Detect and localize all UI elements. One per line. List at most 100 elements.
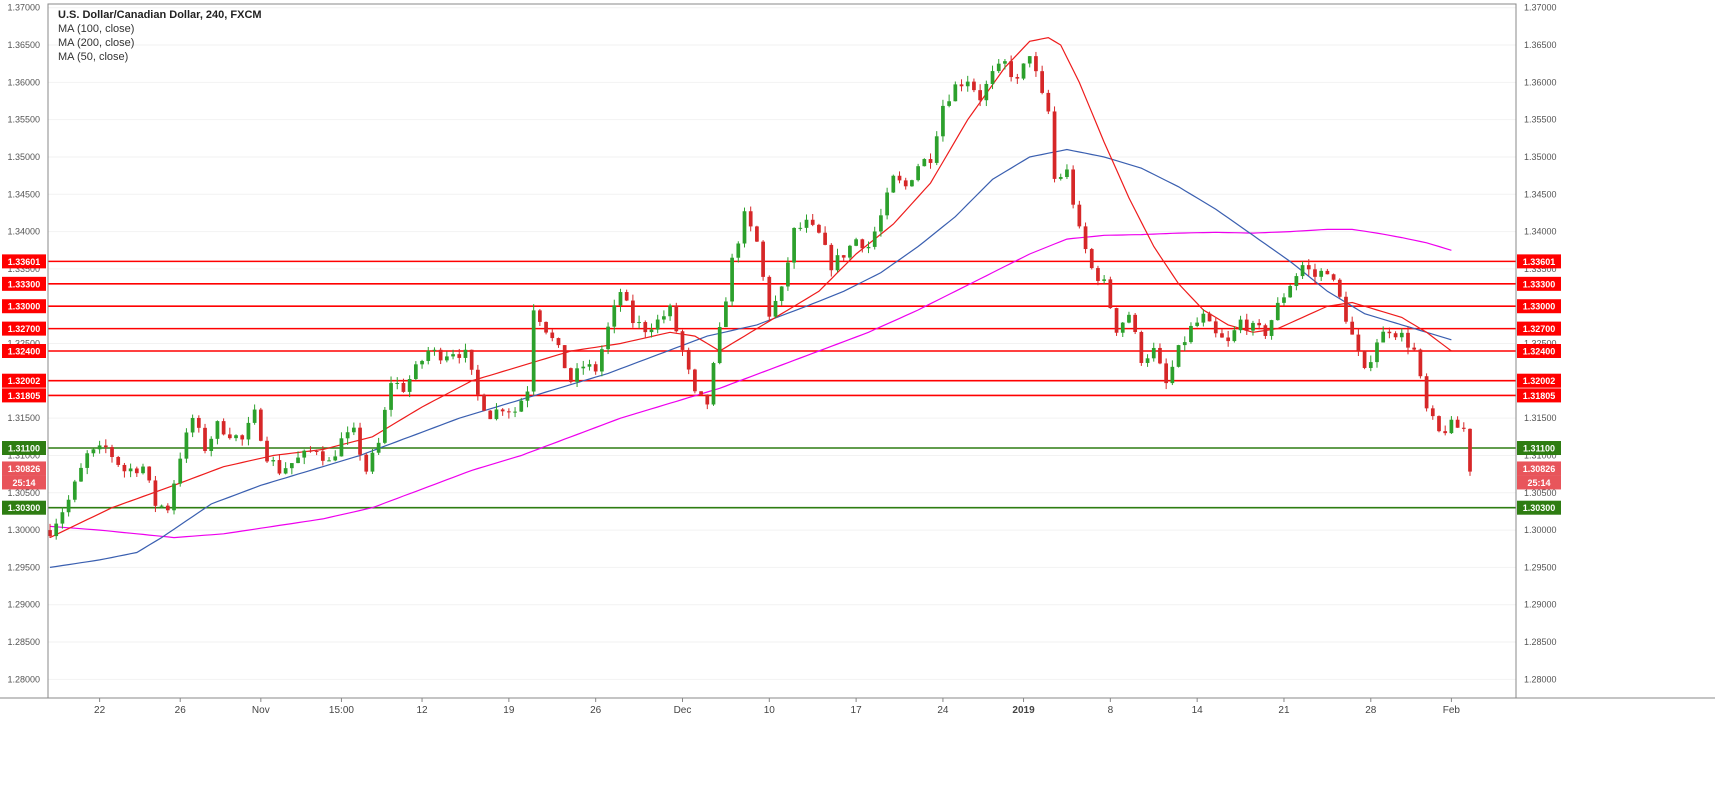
level-label-left-text: 1.30300 bbox=[8, 503, 41, 513]
candle-body bbox=[1102, 279, 1107, 281]
candle-body bbox=[1468, 428, 1472, 472]
candle-body bbox=[953, 84, 958, 102]
level-label-left: 1.33601 bbox=[2, 254, 46, 269]
candle-body bbox=[1226, 337, 1231, 342]
x-tick-label: 8 bbox=[1108, 705, 1114, 716]
candle-body bbox=[1275, 302, 1280, 321]
candles bbox=[48, 51, 1472, 540]
candle-body bbox=[1145, 358, 1150, 363]
candle-body bbox=[1158, 347, 1162, 364]
y-tick-label-left: 1.28500 bbox=[7, 637, 40, 647]
candle-body bbox=[972, 81, 976, 91]
candle-body bbox=[934, 136, 939, 163]
candle-body bbox=[680, 331, 685, 350]
chart-legend: U.S. Dollar/Canadian Dollar, 240, FXCM M… bbox=[58, 8, 262, 64]
candle-body bbox=[829, 244, 834, 271]
level-label-left-text: 1.33601 bbox=[8, 257, 41, 267]
candle-body bbox=[736, 243, 741, 258]
level-label-left-bg bbox=[2, 321, 46, 336]
candle-body bbox=[817, 224, 821, 233]
candle-body bbox=[1164, 363, 1169, 384]
candle-body bbox=[302, 450, 307, 458]
level-label-left-text: 1.31100 bbox=[8, 444, 40, 454]
candle-body bbox=[618, 292, 623, 306]
candle-body bbox=[1003, 61, 1007, 64]
x-tick-label: Feb bbox=[1443, 705, 1461, 716]
candle-body bbox=[283, 468, 288, 474]
candle-body bbox=[717, 327, 722, 364]
level-label-left-text: 1.32002 bbox=[8, 376, 41, 386]
candle-body bbox=[97, 445, 102, 450]
legend-ma-200: MA (200, close) bbox=[58, 37, 135, 49]
candle-body bbox=[382, 409, 387, 443]
y-tick-label-left: 1.37000 bbox=[7, 3, 40, 13]
candle-body bbox=[463, 349, 468, 358]
y-tick-label-left: 1.29500 bbox=[7, 562, 40, 572]
level-label-left: 1.32400 bbox=[2, 344, 46, 358]
candle-body bbox=[1238, 319, 1243, 331]
y-tick-label-right: 1.28000 bbox=[1524, 674, 1557, 684]
x-tick-label: 12 bbox=[416, 705, 428, 716]
level-label-right: 1.31100 bbox=[1517, 441, 1561, 456]
level-label-right-text: 1.33601 bbox=[1523, 257, 1556, 267]
candle-body bbox=[1027, 56, 1032, 64]
candle-body bbox=[438, 349, 443, 361]
x-tick-label: 19 bbox=[503, 705, 515, 716]
y-tick-label-right: 1.35500 bbox=[1524, 115, 1557, 125]
candle-body bbox=[556, 338, 561, 346]
candle-body bbox=[1232, 330, 1237, 342]
grid bbox=[48, 7, 1516, 680]
candle-body bbox=[246, 422, 251, 440]
y-tick-label-right: 1.37000 bbox=[1524, 3, 1557, 13]
candle-body bbox=[234, 435, 238, 439]
level-label-right-bg bbox=[1517, 500, 1561, 515]
candle-body bbox=[395, 382, 400, 384]
candle-body bbox=[581, 366, 586, 369]
current-price-label-right-text: 1.30826 bbox=[1523, 464, 1556, 474]
candle-body bbox=[1077, 204, 1082, 227]
candle-body bbox=[978, 90, 982, 101]
y-tick-label-right: 1.32500 bbox=[1524, 339, 1557, 349]
candle-body bbox=[1195, 322, 1200, 326]
candle-body bbox=[513, 411, 517, 413]
level-label-left-bg bbox=[2, 299, 46, 314]
y-tick-label-right: 1.28500 bbox=[1524, 637, 1557, 647]
candle-body bbox=[345, 432, 350, 439]
moving-averages bbox=[49, 36, 1452, 568]
candle-body bbox=[277, 460, 282, 474]
candle-body bbox=[190, 417, 195, 433]
candle-body bbox=[227, 434, 232, 439]
candle-body bbox=[742, 211, 747, 244]
candle-body bbox=[351, 427, 356, 433]
candle-body bbox=[507, 411, 511, 413]
level-label-right: 1.33601 bbox=[1517, 254, 1561, 269]
candle-body bbox=[420, 360, 424, 365]
level-label-left: 1.31805 bbox=[2, 388, 46, 403]
candle-body bbox=[860, 239, 865, 249]
level-label-left: 1.32002 bbox=[2, 373, 46, 388]
candle-body bbox=[996, 63, 1001, 72]
y-tick-label-left: 1.28000 bbox=[7, 674, 40, 684]
candle-body bbox=[141, 466, 145, 474]
candle-body bbox=[110, 447, 114, 457]
candle-body bbox=[327, 460, 331, 462]
candle-body bbox=[990, 71, 995, 84]
candle-body bbox=[891, 175, 896, 193]
candle-body bbox=[159, 505, 164, 507]
x-tick-label: 22 bbox=[94, 705, 106, 716]
y-tick-label-right: 1.31000 bbox=[1524, 450, 1557, 460]
y-tick-label-left: 1.35000 bbox=[7, 152, 40, 162]
candle-body bbox=[699, 391, 703, 395]
candle-body bbox=[153, 480, 158, 506]
candle-body bbox=[1096, 268, 1100, 281]
candle-body bbox=[649, 329, 654, 333]
candle-body bbox=[947, 101, 951, 106]
candle-body bbox=[538, 310, 542, 322]
candle-body bbox=[897, 175, 902, 181]
candle-body bbox=[587, 364, 592, 367]
candle-body bbox=[240, 435, 245, 440]
candle-body bbox=[48, 530, 52, 537]
candle-body bbox=[1015, 77, 1020, 79]
